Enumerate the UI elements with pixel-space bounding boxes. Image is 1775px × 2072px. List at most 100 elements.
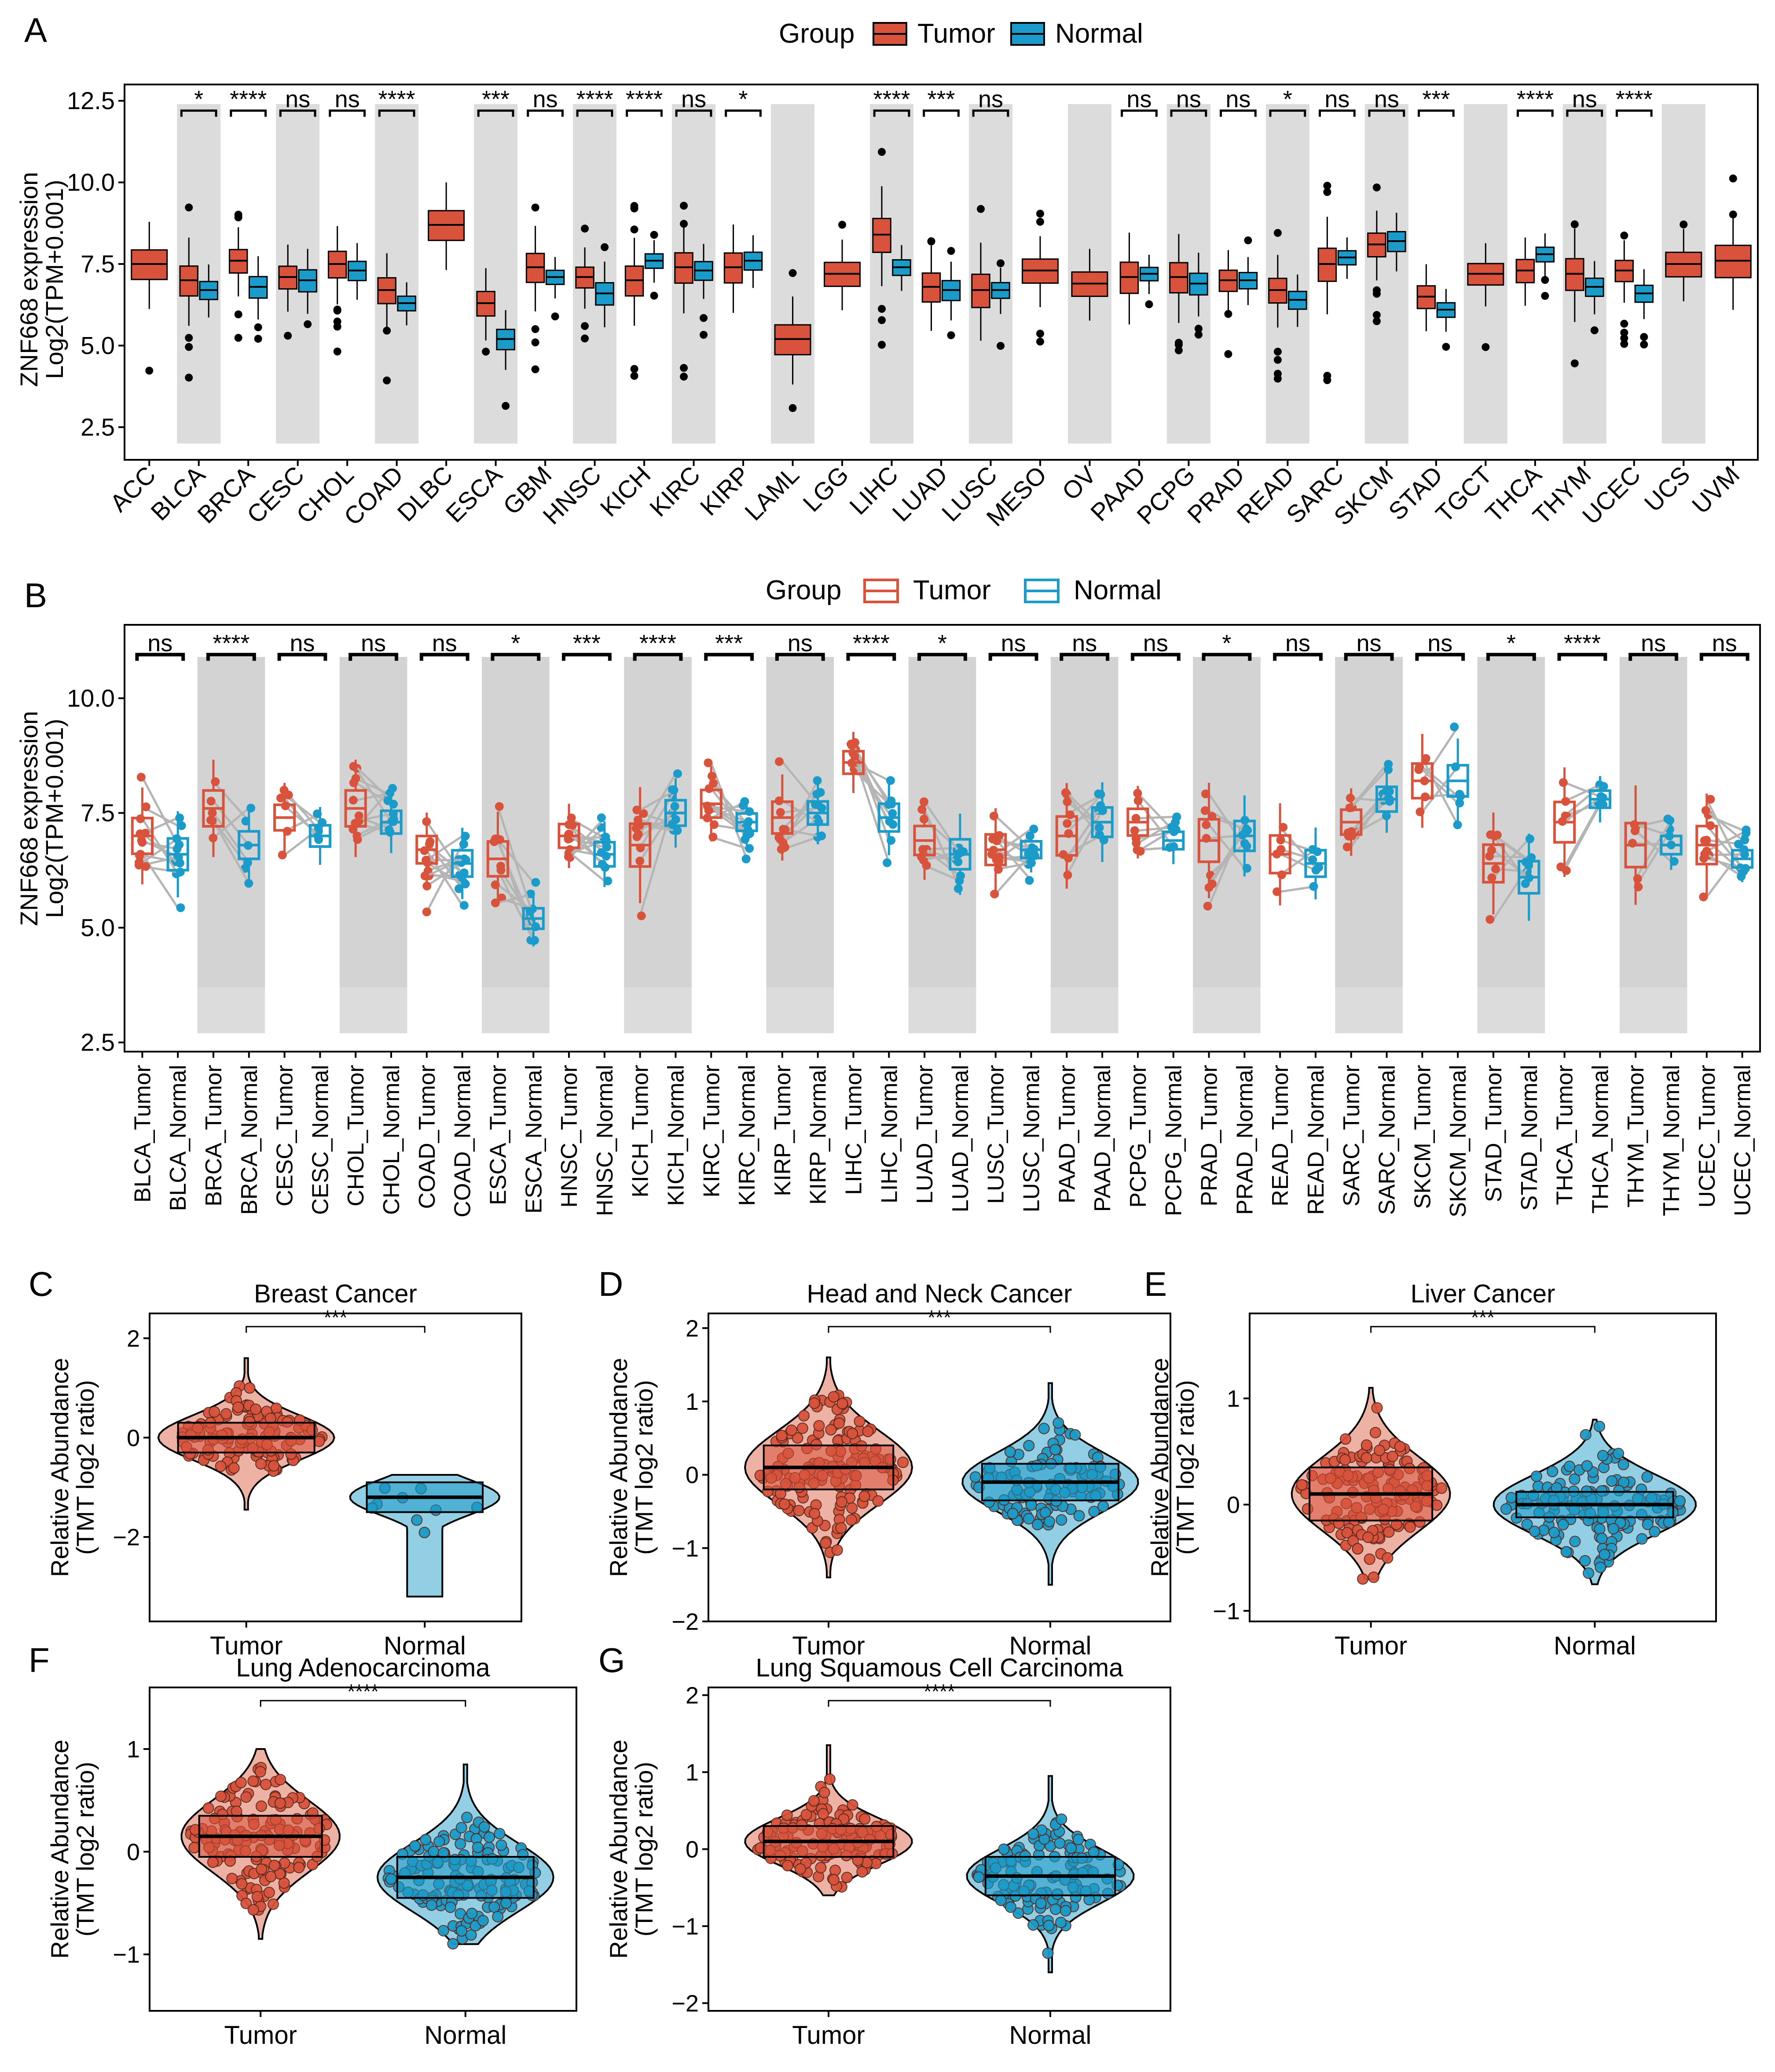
pair-line-esca <box>497 839 535 883</box>
sig-bracket <box>246 1326 425 1333</box>
y-tick-label: 2 <box>686 1683 699 1709</box>
normal-point <box>1521 1518 1533 1530</box>
tumor-outlier-meso <box>1036 209 1044 218</box>
tumor-point-blca <box>141 802 150 811</box>
sig-bracket-pcpg <box>1170 109 1207 117</box>
tumor-point-stad <box>1485 915 1495 924</box>
normal-point-blca <box>175 858 184 868</box>
sig-bracket-sarc <box>1319 109 1356 117</box>
x-tick-label-luad: LUAD <box>887 461 953 527</box>
tumor-outlier-blca <box>185 203 193 212</box>
sig-bracket-kirc <box>675 109 712 117</box>
tumor-point-kich <box>639 809 648 818</box>
normal-point <box>1053 1417 1064 1429</box>
plot-frame <box>708 1687 1171 2012</box>
pair-line-hnsc <box>568 817 605 858</box>
pair-line-kirc <box>710 805 748 832</box>
tumor-point <box>256 1863 268 1875</box>
normal-point <box>494 1828 506 1840</box>
normal-point-coad <box>454 884 463 893</box>
normal-point-skcm <box>1450 722 1459 732</box>
x-tick-label-thca_tumor: THCA_Tumor <box>1552 1065 1578 1205</box>
tumor-point <box>275 1774 286 1786</box>
y-tick-label: 0 <box>127 1425 140 1451</box>
pair-line-esca <box>497 884 534 913</box>
normal-outlier-thca <box>1541 276 1549 284</box>
tumor-outlier-skcm <box>1372 311 1381 319</box>
x-tick-label-kirc_tumor: KIRC_Tumor <box>699 1065 724 1197</box>
tumor-point-kich <box>635 856 645 865</box>
normal-point <box>973 1871 985 1883</box>
tumor-outlier-chol <box>333 347 341 356</box>
sig-bracket-stad <box>1486 653 1536 661</box>
tumor-point <box>897 1456 909 1468</box>
sig-label-cesc: ns <box>285 86 310 112</box>
pair-line-ucec <box>1705 825 1743 869</box>
normal-point <box>447 1938 459 1950</box>
tumor-outlier-lihc <box>878 148 886 156</box>
x-tick-label-tumor: Tumor <box>1335 1632 1407 1660</box>
sig-bracket-skcm <box>1415 653 1465 661</box>
tumor-point <box>828 1391 840 1403</box>
tumor-point-kirp <box>774 833 784 842</box>
normal-point-blca <box>172 844 182 854</box>
pair-line-cesc <box>284 794 321 824</box>
pair-line-thca <box>1564 796 1601 822</box>
x-tick-label-kich_normal: KICH_Normal <box>663 1065 689 1206</box>
tumor-outlier-kirc <box>680 220 688 228</box>
pair-line-blca <box>142 837 179 864</box>
pair-line-thca <box>1564 781 1601 798</box>
sig-label-lihc: **** <box>853 630 890 656</box>
sig-label-prad: * <box>1222 630 1231 656</box>
sig-bracket-kirp <box>775 653 825 661</box>
pair-line-blca <box>141 832 179 864</box>
tumor-point-chol <box>353 835 362 844</box>
tumor-point <box>846 1502 858 1514</box>
normal-point-kich <box>669 785 678 795</box>
band-base-esca <box>482 987 550 1034</box>
sig-bracket-kich <box>626 109 663 117</box>
x-tick-label-read_normal: READ_Normal <box>1303 1065 1329 1215</box>
x-tick-label-lihc_tumor: LIHC_Tumor <box>841 1065 866 1195</box>
pair-line-sarc <box>1351 797 1387 803</box>
normal-point <box>1579 1555 1591 1567</box>
pair-line-prad <box>1208 829 1246 885</box>
x-tick-label-kirc_normal: KIRC_Normal <box>734 1065 760 1206</box>
pair-line-blca <box>141 777 179 845</box>
normal-point <box>1088 1846 1100 1858</box>
tumor-point <box>841 1871 853 1883</box>
normal-outlier-lusc <box>996 342 1005 350</box>
normal-outlier-luad <box>947 331 955 339</box>
tumor-point <box>267 1898 279 1910</box>
normal-point <box>425 1899 437 1911</box>
tumor-outlier-laml <box>788 404 797 412</box>
tumor-point-stad <box>1493 830 1502 840</box>
tumor-point-esca <box>495 802 504 811</box>
normal-point <box>1594 1523 1606 1535</box>
panel-title: Liver Cancer <box>1411 1280 1555 1308</box>
sig-label: *** <box>324 1306 348 1329</box>
tumor-point <box>220 1408 232 1420</box>
tumor-point <box>872 1495 884 1507</box>
normal-point <box>1557 1518 1569 1530</box>
normal-point <box>1617 1459 1629 1471</box>
normal-point <box>428 1845 440 1857</box>
normal-point <box>1042 1947 1054 1959</box>
x-tick-label-brca: BRCA <box>192 460 260 528</box>
x-tick-label-cesc: CESC <box>242 461 310 529</box>
normal-point-pcpg <box>1167 822 1176 832</box>
tumor-outlier-kirc <box>680 372 688 381</box>
panel-g-letter: G <box>598 1641 625 1680</box>
tumor-outlier-kich <box>630 225 638 234</box>
x-tick-label-hnsc_normal: HNSC_Normal <box>592 1065 618 1216</box>
tumor-outlier-meso <box>1036 330 1044 338</box>
normal-point <box>1035 1897 1047 1909</box>
sig-bracket-hnsc <box>576 109 613 117</box>
pair-line-lihc <box>852 753 890 863</box>
tumor-point <box>808 1397 820 1409</box>
sig-label-sarc: ns <box>1324 86 1350 112</box>
tumor-point <box>255 1458 267 1470</box>
normal-point-read <box>1309 882 1318 891</box>
normal-point <box>1023 1440 1035 1452</box>
tumor-point <box>1361 1452 1372 1464</box>
